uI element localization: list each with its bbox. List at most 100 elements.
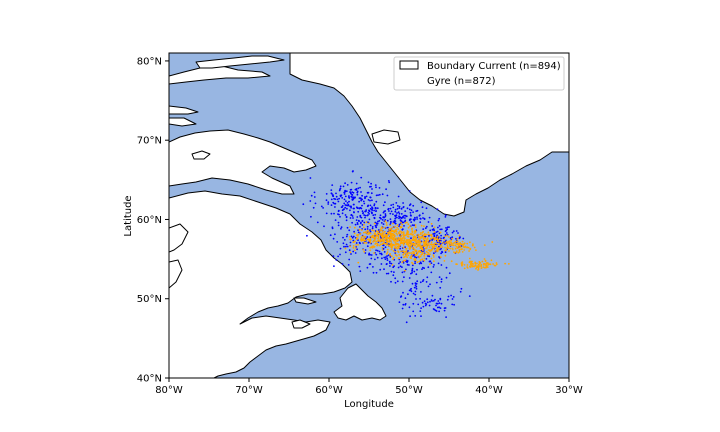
scatter-point xyxy=(420,307,422,309)
scatter-point xyxy=(363,221,366,224)
y-tick-label: 70°N xyxy=(137,136,162,147)
disko-island xyxy=(371,129,401,145)
scatter-point xyxy=(352,198,354,201)
scatter-point xyxy=(448,250,450,252)
scatter-point xyxy=(314,202,317,205)
scatter-point xyxy=(371,188,373,190)
scatter-point xyxy=(390,280,392,283)
scatter-point xyxy=(392,206,395,209)
scatter-point xyxy=(410,252,413,254)
scatter-point xyxy=(414,282,417,285)
scatter-point xyxy=(421,258,424,261)
scatter-point xyxy=(416,268,418,271)
scatter-point xyxy=(337,255,339,258)
scatter-point xyxy=(407,236,410,238)
scatter-point xyxy=(362,248,365,251)
scatter-point xyxy=(415,234,418,237)
scatter-point xyxy=(381,257,383,260)
scatter-point xyxy=(386,257,389,260)
scatter-point xyxy=(427,251,429,254)
scatter-point xyxy=(396,224,399,227)
scatter-point xyxy=(438,302,441,304)
y-tick-label: 80°N xyxy=(137,56,162,67)
scatter-point xyxy=(398,262,400,265)
scatter-point xyxy=(401,223,404,226)
scatter-point xyxy=(444,249,447,252)
scatter-point xyxy=(416,252,419,255)
scatter-point xyxy=(392,213,394,216)
scatter-point xyxy=(399,261,402,263)
scatter-point xyxy=(365,242,368,244)
scatter-point xyxy=(370,235,372,238)
scatter-point xyxy=(351,196,354,199)
scatter-point xyxy=(450,241,452,244)
scatter-point xyxy=(395,214,398,217)
scatter-point xyxy=(430,237,433,240)
scatter-point xyxy=(430,262,433,264)
scatter-point xyxy=(411,224,414,227)
scatter-point xyxy=(438,310,440,313)
scatter-point xyxy=(407,226,410,229)
scatter-point xyxy=(368,239,371,242)
scatter-point xyxy=(440,252,442,255)
scatter-point xyxy=(472,243,474,246)
scatter-point xyxy=(426,298,429,301)
scatter-point xyxy=(440,278,443,281)
scatter-point xyxy=(395,228,397,231)
scatter-point xyxy=(438,225,441,227)
arctic-island-mid2 xyxy=(169,117,197,127)
scatter-point xyxy=(400,250,402,253)
scatter-point xyxy=(404,217,406,219)
scatter-point xyxy=(384,226,386,229)
scatter-point xyxy=(390,220,392,223)
scatter-point xyxy=(422,212,424,215)
scatter-point xyxy=(359,186,361,189)
scatter-point xyxy=(396,243,399,246)
scatter-point xyxy=(409,242,411,245)
scatter-point xyxy=(346,245,349,248)
scatter-point xyxy=(412,302,415,305)
scatter-point xyxy=(389,207,392,210)
scatter-point xyxy=(373,252,375,254)
scatter-point xyxy=(339,185,342,188)
scatter-point xyxy=(431,239,434,241)
scatter-point xyxy=(392,250,395,252)
scatter-point xyxy=(450,260,453,263)
scatter-point xyxy=(414,315,417,317)
scatter-point xyxy=(408,306,411,309)
scatter-point xyxy=(428,242,430,244)
scatter-point xyxy=(352,246,355,249)
scatter-point xyxy=(349,209,351,212)
scatter-point xyxy=(350,253,352,255)
scatter-point xyxy=(353,226,356,229)
scatter-point xyxy=(343,239,346,241)
scatter-point xyxy=(382,204,385,207)
scatter-point xyxy=(398,230,401,233)
x-tick-label: 40°W xyxy=(475,385,503,396)
scatter-point xyxy=(419,247,422,250)
scatter-point xyxy=(346,202,349,204)
scatter-point xyxy=(435,249,438,251)
scatter-point xyxy=(441,246,444,249)
scatter-point xyxy=(366,238,369,241)
scatter-point xyxy=(376,242,379,245)
scatter-point xyxy=(413,286,416,289)
scatter-point xyxy=(346,184,349,186)
scatter-point xyxy=(374,213,377,216)
scatter-point xyxy=(387,272,390,275)
baffin-island xyxy=(169,129,317,195)
scatter-point xyxy=(352,235,355,238)
scatter-point xyxy=(348,196,350,199)
scatter-point xyxy=(410,272,412,275)
scatter-point xyxy=(378,239,381,242)
scatter-point xyxy=(432,256,435,258)
scatter-point xyxy=(405,254,407,256)
scatter-point xyxy=(353,232,356,235)
scatter-point xyxy=(474,264,477,266)
scatter-point xyxy=(389,244,392,247)
scatter-point xyxy=(475,249,477,252)
scatter-point xyxy=(451,298,454,300)
scatter-point xyxy=(411,264,414,267)
scatter-point xyxy=(356,237,359,240)
scatter-point xyxy=(445,232,448,234)
